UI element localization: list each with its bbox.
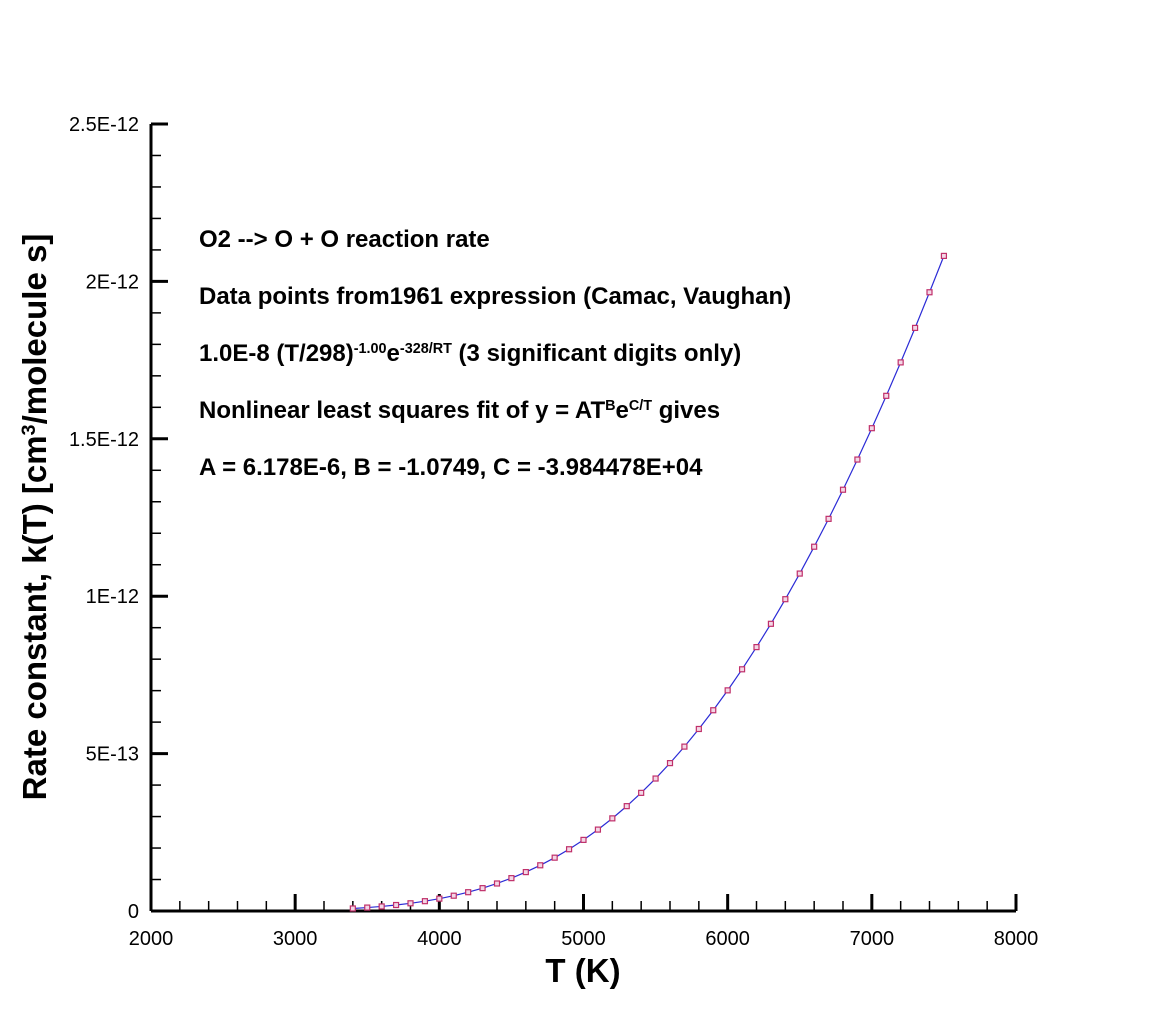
annotation: O2 --> O + O reaction rate (199, 226, 490, 253)
data-point (782, 596, 789, 603)
x-tick-label: 5000 (561, 928, 606, 950)
data-point (551, 854, 558, 861)
data-point (508, 875, 515, 882)
text-segment: 1.0E-8 (T/298) (199, 340, 354, 367)
superscript: -1.00 (354, 341, 387, 357)
data-point (623, 803, 630, 810)
text-segment: A = 6.178E-6, B = -1.0749, C = -3.984478… (199, 454, 703, 481)
y-tick-label: 0 (128, 901, 139, 923)
data-point (681, 743, 688, 750)
data-point (537, 862, 544, 869)
data-point (811, 543, 818, 550)
data-point (695, 725, 702, 733)
y-tick-label: 2.5E-12 (69, 114, 139, 136)
data-point (926, 289, 933, 296)
data-point (378, 903, 385, 910)
data-point (666, 760, 674, 767)
data-point (421, 898, 429, 905)
text-segment: Rate constant, k(T) [cm (16, 435, 53, 800)
data-point (839, 486, 847, 493)
annotation: A = 6.178E-6, B = -1.0749, C = -3.984478… (199, 454, 703, 481)
x-tick-label: 7000 (850, 928, 895, 950)
text-segment: gives (652, 397, 720, 424)
data-point (565, 846, 573, 853)
data-point (883, 392, 890, 399)
x-tick-label: 4000 (417, 928, 462, 950)
x-axis-label: T (K) (545, 952, 620, 989)
data-point (738, 666, 746, 673)
y-tick-label: 2E-12 (86, 271, 139, 293)
data-point (349, 905, 356, 912)
data-point (868, 425, 875, 432)
annotation: 1.0E-8 (T/298)-1.00e-328/RT (3 significa… (199, 340, 741, 367)
data-point (479, 885, 486, 892)
data-point (609, 815, 616, 822)
data-point (753, 644, 760, 651)
data-point (854, 456, 861, 463)
data-point (522, 868, 529, 876)
x-tick-label: 2000 (129, 928, 174, 950)
data-point (364, 904, 371, 911)
data-point (594, 826, 602, 833)
data-point (796, 570, 803, 577)
text-segment: (3 significant digits only) (452, 340, 741, 367)
annotation: Data points from1961 expression (Camac, … (199, 283, 791, 310)
data-point (724, 687, 731, 694)
data-point (897, 359, 904, 366)
y-axis-label: Rate constant, k(T) [cm3/molecule s] (16, 234, 53, 801)
data-point (450, 892, 457, 899)
superscript: 3 (18, 424, 40, 435)
y-tick-label: 1E-12 (86, 586, 139, 608)
data-point (493, 880, 501, 887)
data-point (940, 252, 948, 260)
data-point (825, 515, 832, 522)
data-point (436, 895, 443, 902)
x-tick-label: 3000 (273, 928, 318, 950)
data-point (652, 775, 659, 782)
text-segment: Data points from1961 expression (Camac, … (199, 283, 791, 310)
text-segment: Nonlinear least squares fit of y = AT (199, 397, 605, 424)
superscript: C/T (629, 398, 652, 414)
data-point (767, 620, 775, 627)
data-point (465, 889, 472, 896)
data-point (710, 707, 717, 714)
data-point (580, 836, 587, 843)
data-point (638, 789, 645, 796)
text-segment: e (616, 397, 629, 424)
y-tick-label: 5E-13 (86, 744, 139, 766)
data-point (911, 324, 919, 331)
x-tick-label: 6000 (705, 928, 750, 950)
data-point (407, 900, 414, 907)
text-segment: e (387, 340, 400, 367)
superscript: -328/RT (400, 341, 452, 357)
superscript: B (605, 398, 615, 414)
text-segment: /molecule s] (16, 234, 53, 425)
x-tick-label: 8000 (994, 928, 1039, 950)
data-point (392, 901, 400, 909)
annotation: Nonlinear least squares fit of y = ATBeC… (199, 397, 720, 424)
y-tick-label: 1.5E-12 (69, 429, 139, 451)
text-segment: O2 --> O + O reaction rate (199, 226, 490, 253)
